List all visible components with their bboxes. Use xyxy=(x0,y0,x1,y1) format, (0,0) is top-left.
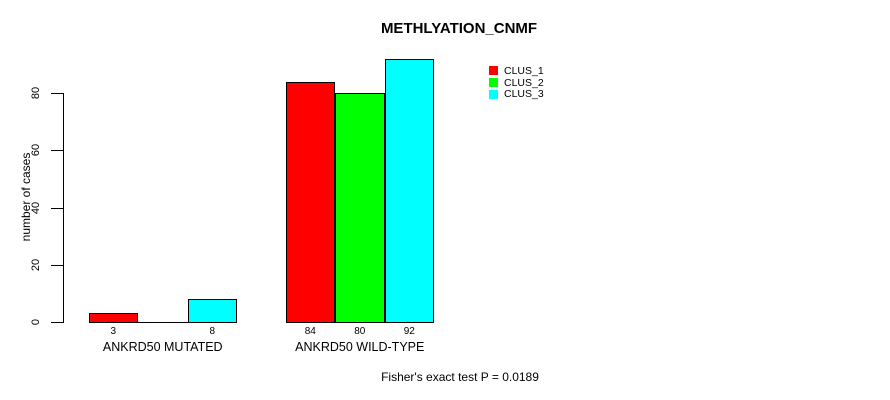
bar-clus-3-ankrd50-mutated xyxy=(187,299,237,323)
bar-clus-1-ankrd50-wild-type xyxy=(285,82,335,323)
legend-item-clus-3: CLUS_3 xyxy=(489,88,544,100)
x-axis-label-ankrd50-wild-type: ANKRD50 WILD-TYPE xyxy=(295,340,425,354)
y-axis-title: number of cases xyxy=(19,152,33,242)
legend-item-clus-2: CLUS_2 xyxy=(489,77,544,89)
chart-title: METHLYATION_CNMF xyxy=(380,20,538,37)
legend-label-clus-3: CLUS_3 xyxy=(504,88,544,101)
bar-count-clus-1-ankrd50-wild-type: 84 xyxy=(304,326,316,337)
bar-clus-1-ankrd50-mutated xyxy=(88,313,138,323)
y-tick-20 xyxy=(51,264,64,266)
y-tick-label-text: 80 xyxy=(30,86,42,100)
bar-clus-2-ankrd50-wild-type xyxy=(335,93,385,323)
bar-count-clus-2-ankrd50-wild-type: 80 xyxy=(354,326,366,337)
bar-count-clus-3-ankrd50-wild-type: 92 xyxy=(403,326,415,337)
legend: CLUS_1 CLUS_2 CLUS_3 xyxy=(489,65,544,100)
y-tick-label-text: 60 xyxy=(30,144,42,157)
y-tick-label-text: 40 xyxy=(30,201,42,214)
bar-count-clus-1-ankrd50-mutated: 3 xyxy=(110,326,117,337)
y-tick-0 xyxy=(51,322,64,323)
legend-label-clus-1: CLUS_1 xyxy=(504,64,544,77)
y-tick-label-text: 0 xyxy=(30,318,42,326)
y-tick-40 xyxy=(51,207,64,209)
fisher-test-annotation: Fisher's exact test P = 0.0189 xyxy=(381,370,539,384)
y-tick-60 xyxy=(51,150,64,152)
legend-swatch-clus-2 xyxy=(489,78,498,88)
legend-item-clus-1: CLUS_1 xyxy=(489,65,544,77)
legend-swatch-clus-3 xyxy=(489,89,498,99)
x-axis-label-ankrd50-mutated: ANKRD50 MUTATED xyxy=(102,340,223,354)
bar-clus-3-ankrd50-wild-type xyxy=(384,59,434,323)
y-tick-label-text: 20 xyxy=(30,258,42,271)
y-tick-80 xyxy=(51,93,64,94)
legend-label-clus-2: CLUS_2 xyxy=(504,76,544,89)
legend-swatch-clus-1 xyxy=(489,66,498,76)
bar-clus-2-ankrd50-mutated-zero xyxy=(138,322,189,323)
bar-count-clus-3-ankrd50-mutated: 8 xyxy=(209,326,216,337)
